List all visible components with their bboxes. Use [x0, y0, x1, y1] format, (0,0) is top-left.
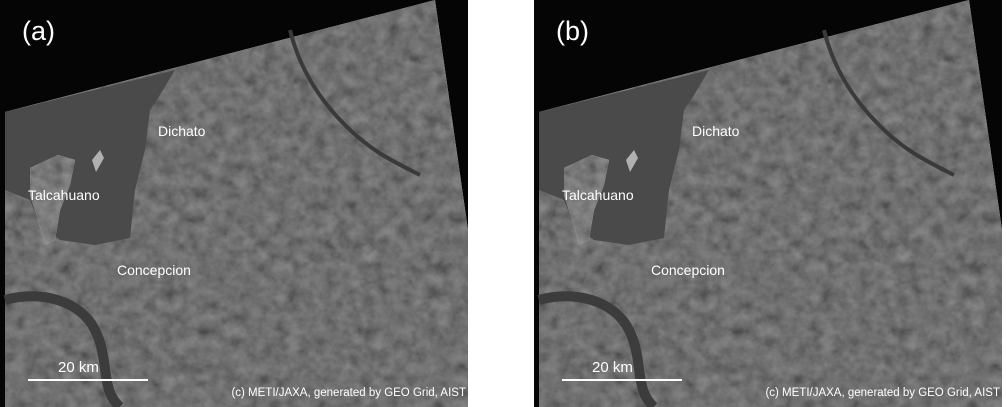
panel-label: (b) [556, 16, 589, 46]
credit: (c) METI/JAXA, generated by GEO Grid, AI… [765, 387, 1000, 399]
scale-label: 20 km [592, 359, 633, 376]
credit: (c) METI/JAXA, generated by GEO Grid, AI… [231, 387, 466, 399]
scale-label: 20 km [58, 359, 99, 376]
place-name: Dichato [158, 123, 206, 139]
place-name: Concepcion [117, 262, 191, 278]
image-panel: (b) Dichato Talcahuano Concepcion 20 km (c) M… [534, 0, 1002, 407]
panel-label: (a) [22, 16, 55, 46]
place-name: Talcahuano [28, 187, 100, 203]
place-name: Concepcion [651, 262, 725, 278]
place-name: Talcahuano [562, 187, 634, 203]
place-name: Dichato [692, 123, 740, 139]
image-panel: (a) Dichato Talcahuano Concepcion 20 km (c) M… [0, 0, 468, 407]
figure: (a) Dichato Talcahuano Concepcion 20 km (c) M… [0, 0, 1007, 407]
